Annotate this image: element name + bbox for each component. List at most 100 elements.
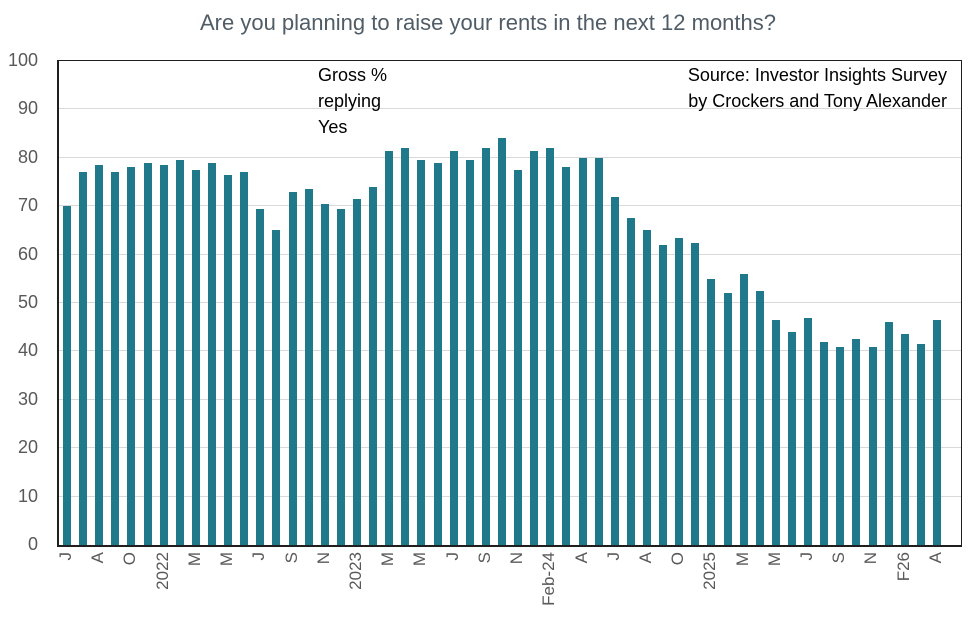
- bar-slot: [575, 61, 591, 545]
- bar-slot: [430, 61, 446, 545]
- x-axis-label-slot: N: [861, 552, 880, 636]
- bar: [95, 165, 104, 545]
- bar: [836, 346, 845, 545]
- bar: [771, 319, 780, 545]
- bar: [578, 157, 587, 545]
- chart-title: Are you planning to raise your rents in …: [199, 10, 776, 35]
- x-axis-label-slot: [783, 552, 798, 636]
- x-axis-label: M: [410, 552, 430, 567]
- bar-slot: [156, 61, 172, 545]
- bar: [900, 334, 909, 545]
- bar-slot: [719, 61, 735, 545]
- bar-slot: [752, 61, 768, 545]
- x-axis-label-slot: F26: [894, 552, 913, 636]
- bar: [659, 244, 668, 545]
- bar-slot: [59, 61, 75, 545]
- bar-slot: [413, 61, 429, 545]
- gridline: [59, 398, 961, 400]
- x-axis-label: N: [507, 552, 527, 565]
- y-axis-label: 90: [17, 98, 38, 119]
- bar: [304, 189, 313, 545]
- bar: [417, 160, 426, 545]
- bar-slot: [494, 61, 510, 545]
- x-axis-label-slot: 2025: [700, 552, 720, 636]
- annotation-gross-pct: Gross % replying Yes: [318, 62, 387, 140]
- bar-slot: [220, 61, 236, 545]
- bar-slot: [526, 61, 542, 545]
- x-axis-label-slot: [267, 552, 282, 636]
- bar-slot: [768, 61, 784, 545]
- bar: [594, 157, 603, 545]
- x-axis-label: M: [184, 552, 204, 567]
- bar: [675, 237, 684, 545]
- x-axis-label: S: [474, 552, 494, 564]
- x-axis-label: S: [281, 552, 301, 564]
- bar-slot: [107, 61, 123, 545]
- bar-slot: [881, 61, 897, 545]
- gridline: [59, 253, 961, 255]
- x-axis-label: N: [313, 552, 333, 565]
- bar: [884, 322, 893, 545]
- x-axis-label-slot: A: [636, 552, 655, 636]
- bar: [530, 150, 539, 545]
- x-axis-label-slot: S: [474, 552, 494, 636]
- bar-slot: [301, 61, 317, 545]
- x-axis-label-slot: J: [56, 552, 75, 636]
- bar-slot: [123, 61, 139, 545]
- x-axis-label-slot: [847, 552, 862, 636]
- x-axis-label: 2025: [700, 552, 720, 590]
- bar: [932, 319, 941, 545]
- bar-slot: [703, 61, 719, 545]
- bar-slot: [864, 61, 880, 545]
- bar-slot: [478, 61, 494, 545]
- bar-slot: [687, 61, 703, 545]
- bar-slot: [784, 61, 800, 545]
- x-axis-label-slot: [751, 552, 766, 636]
- bar: [127, 167, 136, 545]
- y-axis-label: 10: [17, 485, 38, 506]
- bar-series: [59, 61, 961, 545]
- y-axis-label: 0: [27, 534, 38, 554]
- x-axis-label-slot: [332, 552, 347, 636]
- bar: [707, 278, 716, 545]
- x-axis-label-slot: [912, 552, 927, 636]
- gridline: [59, 205, 961, 207]
- bar: [401, 148, 410, 545]
- bar: [224, 174, 233, 545]
- x-axis-label: M: [217, 552, 237, 567]
- x-axis-label-slot: S: [829, 552, 848, 636]
- x-axis-label-slot: [300, 552, 315, 636]
- x-axis-label-slot: [557, 552, 572, 636]
- bar-slot: [365, 61, 381, 545]
- bar: [465, 160, 474, 545]
- x-axis-label: A: [88, 552, 108, 564]
- y-axis-label: 80: [17, 146, 38, 167]
- bar: [868, 346, 877, 545]
- x-axis-label-slot: 2022: [153, 552, 172, 636]
- x-axis-label: M: [732, 552, 752, 567]
- x-axis-label-slot: [493, 552, 508, 636]
- bar-slot: [591, 61, 607, 545]
- x-axis-label-slot: [944, 552, 959, 636]
- y-axis-label: 40: [17, 340, 38, 361]
- gridline: [59, 350, 961, 352]
- bar: [191, 169, 200, 545]
- x-axis-label-slot: 2023: [346, 552, 365, 636]
- bar: [336, 208, 345, 545]
- bar-slot: [848, 61, 864, 545]
- bar: [787, 332, 796, 545]
- bar: [272, 230, 281, 545]
- x-axis-label-slot: M: [410, 552, 430, 636]
- bar-slot: [172, 61, 188, 545]
- bar-slot: [607, 61, 623, 545]
- bar: [481, 148, 490, 545]
- bar: [111, 172, 120, 545]
- x-axis: J A O 2022 M M J S N 2023 M M J S N Feb-24 A J A O 2025 M M J S N…: [56, 552, 959, 636]
- y-axis-label: 60: [17, 243, 38, 264]
- gridline: [59, 302, 961, 303]
- x-axis-label-slot: [171, 552, 186, 636]
- x-axis-label-slot: [590, 552, 605, 636]
- bar: [208, 162, 217, 545]
- x-axis-label: O: [120, 552, 140, 566]
- x-axis-label-slot: [879, 552, 894, 636]
